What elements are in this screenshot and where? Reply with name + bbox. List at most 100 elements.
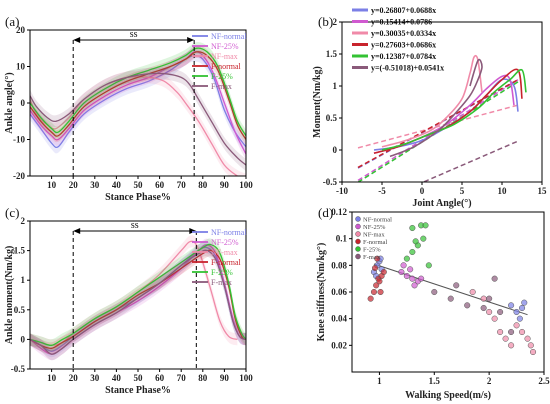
x-tick-label: 10 bbox=[498, 186, 508, 196]
series-line-F-max bbox=[30, 72, 246, 166]
legend-entry: NF-25% bbox=[211, 42, 239, 51]
band-NF-max bbox=[30, 235, 238, 352]
point-NF-25% bbox=[409, 275, 416, 282]
equation-label: y=0.27603+0.0686x bbox=[371, 41, 436, 50]
equation-label: y=0.15414+0.0786 bbox=[371, 18, 432, 27]
equation-label: y=(-0.51018)+0.0541x bbox=[371, 64, 444, 73]
legend-entry: NF-max bbox=[363, 232, 385, 239]
point-F-max bbox=[464, 302, 471, 309]
x-tick-label: 20 bbox=[69, 180, 79, 190]
point-NF-25% bbox=[411, 282, 418, 289]
ss-label: ss bbox=[131, 220, 139, 231]
equation-label: y=0.26807+0.0688x bbox=[371, 6, 436, 15]
legend-entry: F-normal bbox=[211, 258, 242, 267]
point-NF-max bbox=[529, 348, 537, 356]
y-axis-label: Moment(Nm/kg) bbox=[312, 66, 323, 138]
panel-c: ss 10 20 30 40 50 60 70 80 90 100 -0.5 0 0.5 1 1.5 2 Stan… bbox=[4, 205, 253, 396]
legend-entry: NF-normal bbox=[211, 228, 247, 237]
point-F-25% bbox=[422, 222, 429, 229]
point-F-max bbox=[491, 275, 498, 282]
point-NF-25% bbox=[403, 272, 410, 280]
ss-arrow-head-left bbox=[73, 37, 81, 43]
point-F-normal bbox=[380, 268, 387, 276]
legend-entry: F-25% bbox=[211, 268, 233, 277]
legend-entry: NF-25% bbox=[363, 224, 386, 231]
point-F-25% bbox=[409, 248, 416, 256]
y-tick-label: -20 bbox=[13, 171, 25, 181]
plot-area bbox=[30, 235, 246, 361]
y-tick-label: 0.04 bbox=[331, 314, 347, 324]
series-line-F-normal bbox=[373, 68, 523, 154]
ss-arrow-head-right bbox=[189, 228, 197, 234]
x-tick-label: 2.5 bbox=[538, 376, 550, 386]
x-tick-label: 100 bbox=[239, 180, 253, 190]
point-NF-max bbox=[491, 315, 498, 322]
panel-b: -10 -5 0 5 10 15 -0.5 0 0.5 1 1.5 2 Joint Angle(°) Mo… bbox=[312, 6, 547, 209]
x-tick-label: 20 bbox=[69, 373, 79, 383]
ss-label: ss bbox=[130, 29, 138, 40]
point-F-normal bbox=[371, 264, 379, 272]
x-tick-label: -10 bbox=[336, 186, 348, 196]
equation-label: y=0.12387+0.0784x bbox=[371, 52, 436, 61]
point-NF-25% bbox=[407, 266, 414, 273]
y-axis-label: Ankle angle(°) bbox=[4, 72, 15, 134]
legend-marker bbox=[355, 223, 361, 230]
legend-entry: F-max bbox=[363, 254, 381, 261]
y-tick-label: 0 bbox=[21, 334, 26, 344]
point-F-25% bbox=[403, 255, 410, 262]
y-tick-label: 0 bbox=[333, 145, 338, 155]
legend-marker bbox=[355, 238, 361, 245]
y-tick-label: 0.06 bbox=[331, 287, 347, 297]
x-tick-label: 90 bbox=[220, 373, 230, 383]
x-tick-label: 60 bbox=[155, 180, 165, 190]
x-tick-label: 0 bbox=[420, 186, 425, 196]
point-F-normal bbox=[373, 282, 380, 289]
legend-entry: F-25% bbox=[211, 72, 233, 81]
band-F-normal bbox=[30, 244, 246, 355]
y-tick-label: 0.5 bbox=[326, 113, 338, 123]
ss-arrow-head-right bbox=[187, 37, 195, 43]
y-tick-label: -0.5 bbox=[323, 177, 338, 187]
legend-marker bbox=[355, 231, 361, 237]
point-F-max bbox=[497, 308, 504, 316]
legend-entry: F-max bbox=[211, 82, 232, 91]
point-NF-normal bbox=[521, 299, 528, 306]
point-NF-max bbox=[527, 342, 534, 349]
legend-entry: F-25% bbox=[363, 247, 381, 254]
point-F-normal bbox=[377, 288, 384, 296]
x-axis-label: Stance Phase% bbox=[105, 385, 171, 396]
point-F-normal bbox=[370, 288, 377, 296]
x-tick-label: 80 bbox=[198, 373, 208, 383]
panel-label: (d) bbox=[318, 205, 333, 220]
band-F-25% bbox=[30, 42, 246, 142]
equation-label: y=0.30035+0.0334x bbox=[371, 29, 436, 38]
series-line-F-25% bbox=[30, 47, 246, 137]
legend-entry: NF-normal bbox=[211, 32, 247, 41]
legend-marker bbox=[355, 253, 361, 260]
point-NF-max bbox=[524, 335, 531, 342]
point-F-25% bbox=[420, 235, 427, 242]
point-F-max bbox=[447, 295, 454, 302]
panel-label: (b) bbox=[318, 14, 333, 29]
band-F-25% bbox=[30, 238, 246, 352]
y-tick-label: -0.5 bbox=[11, 364, 26, 374]
y-axis-label: Knee stiffness(Nm/kg°) bbox=[316, 243, 327, 342]
x-tick-label: 60 bbox=[155, 373, 165, 383]
point-NF-max bbox=[508, 342, 515, 349]
x-tick-label: 30 bbox=[90, 180, 100, 190]
series-line-F-25% bbox=[30, 243, 246, 347]
band-F-max bbox=[30, 67, 246, 172]
legend-entry: NF-normal bbox=[363, 217, 392, 224]
point-F-normal bbox=[376, 278, 383, 285]
fit-line-F-max bbox=[421, 140, 519, 182]
y-tick-label: 0.1 bbox=[336, 234, 348, 244]
point-F-max bbox=[486, 295, 493, 302]
point-NF-max bbox=[469, 288, 476, 296]
point-F-normal bbox=[367, 295, 374, 302]
point-NF-max bbox=[480, 295, 487, 302]
point-F-normal bbox=[374, 255, 381, 262]
y-tick-label: -10 bbox=[13, 135, 25, 145]
regression-line bbox=[373, 263, 528, 316]
y-tick-label: 0.02 bbox=[331, 340, 347, 350]
